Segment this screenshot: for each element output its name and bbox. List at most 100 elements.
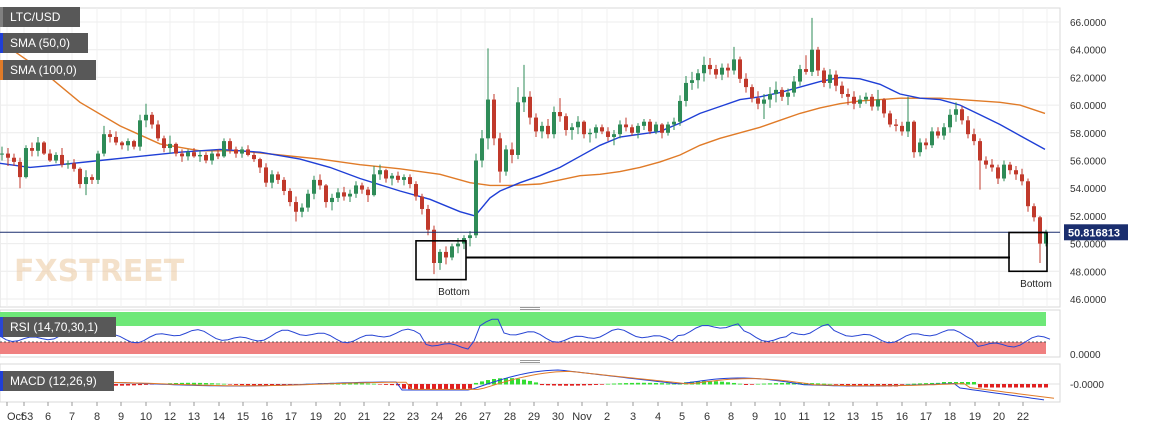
time-tick-label: 5 <box>679 411 685 423</box>
macd-histogram-bar <box>936 382 940 385</box>
macd-histogram-bar <box>756 383 760 385</box>
candle-up <box>576 121 580 128</box>
candle-down <box>624 124 628 128</box>
macd-histogram-bar <box>420 384 424 391</box>
candle-up <box>948 114 952 128</box>
sma100-color-bar <box>0 60 3 80</box>
price-tick-label: 58.0000 <box>1070 129 1107 140</box>
candle-up <box>378 170 382 175</box>
candle-down <box>78 168 82 185</box>
macd-histogram-bar <box>720 381 724 385</box>
sma100-label[interactable]: SMA (100,0) <box>0 60 96 80</box>
candle-down <box>1008 164 1012 171</box>
macd-histogram-bar <box>816 383 820 385</box>
candle-down <box>420 196 424 209</box>
candle-down <box>432 229 436 263</box>
candle-up <box>144 114 148 121</box>
macd-histogram-bar <box>528 380 532 385</box>
candle-down <box>234 149 238 154</box>
candle-down <box>360 185 364 190</box>
macd-histogram-bar <box>444 384 448 391</box>
macd-histogram-bar <box>378 384 382 385</box>
candle-down <box>324 185 328 203</box>
macd-histogram-bar <box>186 382 190 385</box>
candle-down <box>192 152 196 157</box>
candle-down <box>726 67 730 71</box>
candle-up <box>306 193 310 208</box>
price-tick-label: 62.0000 <box>1070 73 1107 84</box>
time-tick-label: 11 <box>798 411 809 423</box>
candle-down <box>960 109 964 121</box>
candle-down <box>492 99 496 139</box>
macd-histogram-bar <box>204 383 208 385</box>
candle-up <box>540 125 544 132</box>
macd-histogram-bar <box>996 384 1000 388</box>
candle-up <box>906 121 910 132</box>
candle-up <box>456 243 460 247</box>
macd-histogram-bar <box>126 384 130 386</box>
candle-up <box>522 96 526 103</box>
macd-histogram-bar <box>450 384 454 391</box>
candle-up <box>810 49 814 72</box>
candle-up <box>474 160 478 236</box>
candle-down <box>282 179 286 191</box>
macd-label[interactable]: MACD (12,26,9) <box>0 371 114 391</box>
sma50-label[interactable]: SMA (50,0) <box>0 33 88 53</box>
time-tick-label: 17 <box>920 411 932 423</box>
candle-down <box>216 153 220 157</box>
macd-histogram-bar <box>480 381 484 385</box>
bottom-label-right: Bottom <box>1020 279 1052 290</box>
candle-down <box>924 142 928 146</box>
macd-histogram-bar <box>546 384 550 386</box>
candle-down <box>756 98 760 104</box>
candle-down <box>648 121 652 132</box>
candle-down <box>816 49 820 71</box>
rsi-label[interactable]: RSI (14,70,30,1) <box>0 317 116 337</box>
macd-text: MACD (12,26,9) <box>10 374 97 388</box>
macd-histogram-bar <box>228 384 232 385</box>
time-tick-label: 28 <box>504 411 516 423</box>
candle-down <box>1038 217 1042 244</box>
time-tick-label: Oct 3 <box>7 411 33 423</box>
macd-histogram-bar <box>1044 384 1048 388</box>
candle-up <box>450 246 454 258</box>
macd-histogram-bar <box>750 384 754 385</box>
macd-histogram-bar <box>114 384 118 386</box>
candle-down <box>888 113 892 125</box>
macd-histogram-bar <box>714 381 718 385</box>
time-tick-label: 16 <box>896 411 908 423</box>
candle-down <box>738 59 742 79</box>
time-tick-label: 5 <box>21 411 27 423</box>
macd-histogram-bar <box>372 383 376 385</box>
candle-down <box>408 177 412 185</box>
macd-histogram-bar <box>954 382 958 385</box>
candle-up <box>330 197 334 203</box>
macd-histogram-bar <box>144 384 148 385</box>
macd-histogram-bar <box>1026 384 1030 388</box>
candle-up <box>552 112 556 135</box>
candle-down <box>342 192 346 197</box>
time-tick-label: 6 <box>45 411 51 423</box>
candle-down <box>294 202 298 212</box>
sma50-text: SMA (50,0) <box>10 36 71 50</box>
candle-down <box>150 114 154 125</box>
symbol-text: LTC/USD <box>10 10 61 24</box>
macd-histogram-bar <box>660 383 664 385</box>
current-price-badge <box>1064 224 1128 241</box>
candle-up <box>762 99 766 104</box>
macd-histogram-bar <box>462 384 466 390</box>
sma100-text: SMA (100,0) <box>10 63 77 77</box>
rsi-color-bar <box>0 317 3 337</box>
macd-histogram-bar <box>216 383 220 385</box>
candle-down <box>894 124 898 126</box>
candle-up <box>240 149 244 154</box>
time-tick-label: 16 <box>261 411 273 423</box>
macd-histogram-bar <box>648 382 652 385</box>
symbol-label[interactable]: LTC/USD <box>0 7 80 27</box>
candle-up <box>402 177 406 180</box>
candle-up <box>480 138 484 161</box>
price-tick-label: 50.0000 <box>1070 240 1107 251</box>
candle-up <box>486 99 490 139</box>
macd-histogram-bar <box>840 384 844 386</box>
